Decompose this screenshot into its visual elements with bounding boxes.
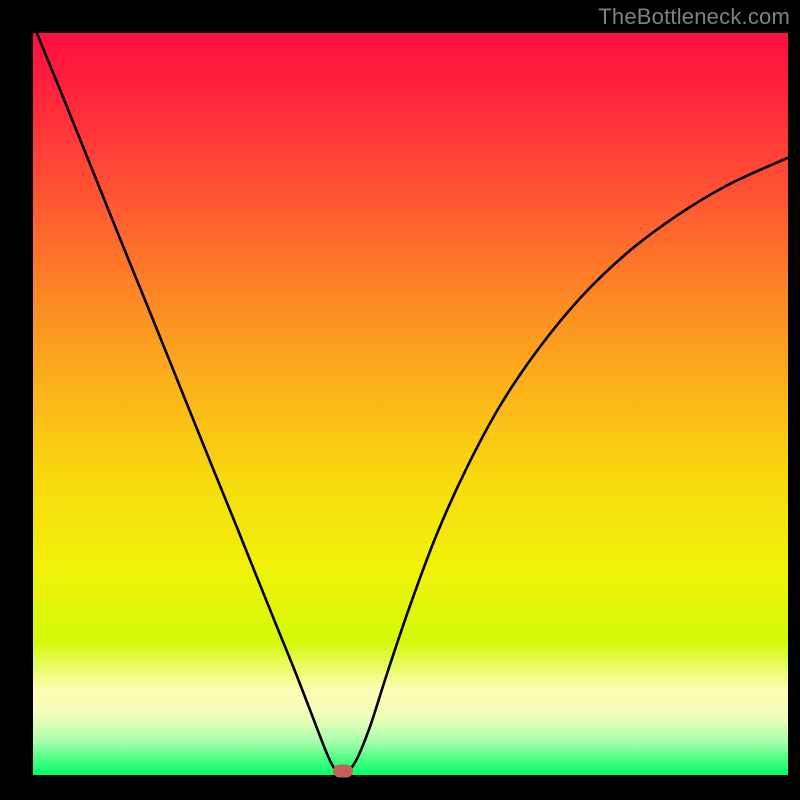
curve-svg (33, 33, 788, 775)
watermark-text: TheBottleneck.com (598, 4, 790, 30)
plot-area (33, 33, 788, 775)
curve-right-branch (346, 158, 788, 772)
curve-left-branch (37, 33, 339, 772)
minimum-marker (333, 765, 353, 778)
